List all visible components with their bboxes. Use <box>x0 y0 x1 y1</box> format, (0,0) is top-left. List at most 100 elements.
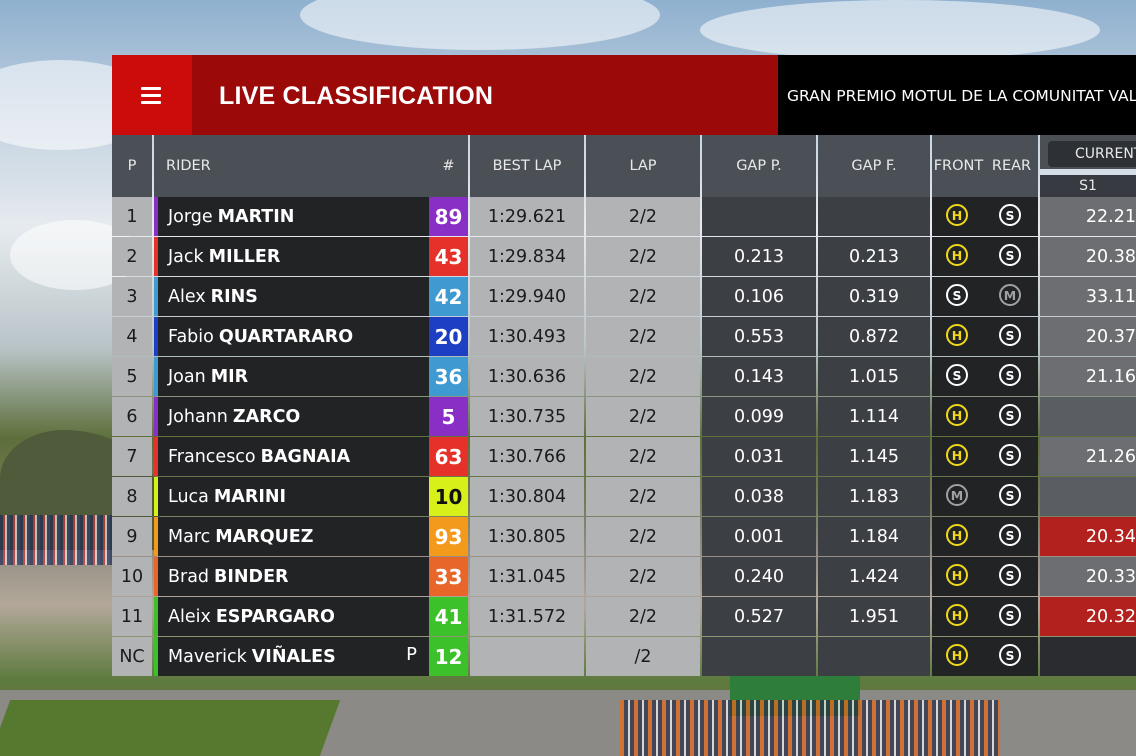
table-row[interactable]: 8 Luca MARINI 10 1:30.804 2/2 0.038 1.183 M S <box>112 477 1136 517</box>
position: 9 <box>112 517 152 556</box>
position: 11 <box>112 597 152 636</box>
sector-1-time <box>1040 397 1136 436</box>
col-header-lap: LAP <box>586 135 700 197</box>
col-header-best-lap: BEST LAP <box>470 135 584 197</box>
lap-count: 2/2 <box>586 517 700 556</box>
front-tyre-icon: S <box>946 364 968 386</box>
rider-first-name: Joan <box>168 366 206 387</box>
rider-name: Brad BINDER <box>154 557 429 596</box>
gap-first: 0.319 <box>818 277 930 316</box>
gap-previous: 0.213 <box>702 237 816 276</box>
sector-1-time: 20.38 <box>1040 237 1136 276</box>
position: 8 <box>112 477 152 516</box>
front-tyre-icon: S <box>946 284 968 306</box>
best-lap: 1:30.493 <box>470 317 584 356</box>
front-tyre-icon: H <box>946 404 968 426</box>
rider-last-name: RINS <box>210 286 258 307</box>
team-color-stripe <box>154 597 158 636</box>
team-color-stripe <box>154 477 158 516</box>
rider-name: Alex RINS <box>154 277 429 316</box>
rider-number-badge: 89 <box>429 197 468 236</box>
col-header-s1: S1 <box>1040 175 1136 197</box>
sector-1-time: 21.26 <box>1040 437 1136 476</box>
best-lap: 1:29.940 <box>470 277 584 316</box>
col-header-rear: REAR <box>985 135 1038 197</box>
table-row[interactable]: 5 Joan MIR 36 1:30.636 2/2 0.143 1.015 S S 21.16 <box>112 357 1136 397</box>
front-tyre-icon: H <box>946 644 968 666</box>
table-row[interactable]: 2 Jack MILLER 43 1:29.834 2/2 0.213 0.213 H S 20.3… <box>112 237 1136 277</box>
gap-previous: 0.553 <box>702 317 816 356</box>
front-tyre-icon: H <box>946 564 968 586</box>
rider-first-name: Jack <box>168 246 204 267</box>
menu-button[interactable] <box>112 55 192 135</box>
rear-tyre-icon: S <box>999 244 1021 266</box>
lap-count: 2/2 <box>586 597 700 636</box>
rider-last-name: MILLER <box>208 246 281 267</box>
rear-tyre-icon: S <box>999 564 1021 586</box>
rider-name: Jack MILLER <box>154 237 429 276</box>
rider-last-name: MARTIN <box>217 206 295 227</box>
team-color-stripe <box>154 517 158 556</box>
gap-first: 1.114 <box>818 397 930 436</box>
rider-name: Jorge MARTIN <box>154 197 429 236</box>
table-row[interactable]: 11 Aleix ESPARGARO 41 1:31.572 2/2 0.527 1.951 H… <box>112 597 1136 637</box>
rider-last-name: ESPARGARO <box>215 606 335 627</box>
position: 7 <box>112 437 152 476</box>
sector-1-time: 33.11 <box>1040 277 1136 316</box>
table-row[interactable]: 10 Brad BINDER 33 1:31.045 2/2 0.240 1.424 H S 20.… <box>112 557 1136 597</box>
rider-name: Marc MARQUEZ <box>154 517 429 556</box>
gap-first <box>818 637 930 676</box>
table-row[interactable]: 6 Johann ZARCO 5 1:30.735 2/2 0.099 1.114 H S <box>112 397 1136 437</box>
front-tyre-icon: H <box>946 444 968 466</box>
rider-number-badge: 36 <box>429 357 468 396</box>
front-tyre-icon: H <box>946 244 968 266</box>
front-tyre-icon: H <box>946 324 968 346</box>
lap-count: 2/2 <box>586 197 700 236</box>
table-row[interactable]: 7 Francesco BAGNAIA 63 1:30.766 2/2 0.031 1.145… <box>112 437 1136 477</box>
rider-first-name: Luca <box>168 486 209 507</box>
rider-first-name: Johann <box>168 406 228 427</box>
rider-first-name: Brad <box>168 566 210 587</box>
header-bar: LIVE CLASSIFICATION GRAN PREMIO MOTUL DE… <box>112 55 1136 135</box>
table-row[interactable]: 3 Alex RINS 42 1:29.940 2/2 0.106 0.319 S M 33.11 <box>112 277 1136 317</box>
table-row[interactable]: 1 Jorge MARTIN 89 1:29.621 2/2 H S 22.21 <box>112 197 1136 237</box>
team-color-stripe <box>154 557 158 596</box>
best-lap: 1:30.636 <box>470 357 584 396</box>
rear-tyre-icon: M <box>999 284 1021 306</box>
rear-tyre-icon: S <box>999 444 1021 466</box>
rider-name: Aleix ESPARGARO <box>154 597 429 636</box>
gap-first: 0.872 <box>818 317 930 356</box>
best-lap: 1:31.045 <box>470 557 584 596</box>
table-row[interactable]: 4 Fabio QUARTARARO 20 1:30.493 2/2 0.553 0.872 H… <box>112 317 1136 357</box>
rider-first-name: Fabio <box>168 326 214 347</box>
table-row[interactable]: NC Maverick VIÑALES P 12/2 H S <box>112 637 1136 677</box>
table-row[interactable]: 9 Marc MARQUEZ 93 1:30.805 2/2 0.001 1.184 H S 20.… <box>112 517 1136 557</box>
rider-last-name: ZARCO <box>232 406 301 427</box>
team-color-stripe <box>154 637 158 676</box>
lap-count: 2/2 <box>586 277 700 316</box>
live-classification-panel: LIVE CLASSIFICATION GRAN PREMIO MOTUL DE… <box>112 55 1136 677</box>
team-color-stripe <box>154 437 158 476</box>
front-tyre-icon: H <box>946 204 968 226</box>
rider-name: Francesco BAGNAIA <box>154 437 429 476</box>
event-name: GRAN PREMIO MOTUL DE LA COMUNITAT VALENC… <box>787 87 1136 105</box>
rider-last-name: VIÑALES <box>251 646 336 667</box>
rider-number-badge: 42 <box>429 277 468 316</box>
col-header-pos: P <box>112 135 152 197</box>
gap-previous: 0.527 <box>702 597 816 636</box>
position: 5 <box>112 357 152 396</box>
position: 10 <box>112 557 152 596</box>
rider-name: Luca MARINI <box>154 477 429 516</box>
team-color-stripe <box>154 237 158 276</box>
tab-current[interactable]: CURRENT <box>1048 141 1136 167</box>
